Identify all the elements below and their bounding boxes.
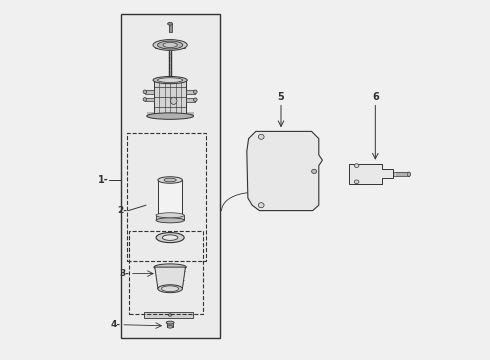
- Ellipse shape: [312, 169, 317, 174]
- Bar: [271, 162, 286, 180]
- Bar: [144, 312, 193, 318]
- Ellipse shape: [168, 22, 172, 25]
- Polygon shape: [349, 164, 392, 184]
- Ellipse shape: [163, 42, 177, 48]
- Ellipse shape: [258, 203, 264, 208]
- Bar: [155, 42, 162, 48]
- Ellipse shape: [166, 321, 174, 324]
- Bar: [270, 160, 288, 182]
- Bar: [129, 231, 203, 314]
- Ellipse shape: [258, 134, 264, 139]
- Ellipse shape: [154, 264, 186, 270]
- Ellipse shape: [156, 218, 184, 223]
- Ellipse shape: [164, 178, 176, 182]
- Bar: [392, 172, 409, 176]
- Ellipse shape: [147, 113, 194, 120]
- Ellipse shape: [157, 78, 183, 82]
- Ellipse shape: [354, 164, 359, 167]
- Ellipse shape: [162, 235, 178, 240]
- Ellipse shape: [158, 285, 182, 293]
- Ellipse shape: [156, 233, 184, 243]
- Bar: [186, 90, 196, 94]
- Ellipse shape: [162, 286, 179, 292]
- Bar: [127, 133, 206, 261]
- Ellipse shape: [153, 40, 187, 50]
- Ellipse shape: [354, 180, 359, 184]
- Ellipse shape: [157, 41, 183, 49]
- Text: 2-: 2-: [118, 206, 127, 215]
- Ellipse shape: [171, 97, 177, 104]
- Bar: [186, 98, 196, 102]
- Bar: [298, 169, 314, 174]
- Bar: [145, 90, 154, 94]
- Ellipse shape: [169, 314, 172, 316]
- Ellipse shape: [143, 90, 147, 94]
- Text: 5: 5: [278, 91, 284, 102]
- Bar: [156, 215, 184, 220]
- Text: 3-: 3-: [119, 269, 129, 278]
- Text: 6: 6: [372, 91, 379, 102]
- Bar: [154, 80, 186, 114]
- Bar: [121, 14, 220, 338]
- Bar: [145, 98, 154, 101]
- Ellipse shape: [194, 98, 197, 102]
- Text: 4-: 4-: [110, 320, 121, 329]
- Ellipse shape: [143, 98, 147, 101]
- Ellipse shape: [407, 172, 411, 176]
- Ellipse shape: [158, 177, 182, 183]
- Bar: [373, 164, 382, 184]
- Bar: [158, 180, 182, 216]
- Ellipse shape: [156, 213, 184, 218]
- Polygon shape: [155, 267, 185, 289]
- Ellipse shape: [194, 90, 197, 94]
- Bar: [169, 24, 171, 32]
- Bar: [147, 112, 194, 116]
- Bar: [179, 42, 185, 48]
- Ellipse shape: [153, 77, 187, 84]
- Ellipse shape: [167, 325, 173, 328]
- Polygon shape: [247, 131, 322, 211]
- Bar: [167, 322, 173, 327]
- Text: 1-: 1-: [98, 175, 108, 185]
